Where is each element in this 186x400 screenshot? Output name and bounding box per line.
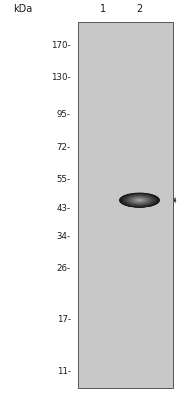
Text: 72-: 72- bbox=[57, 143, 71, 152]
Ellipse shape bbox=[129, 196, 150, 204]
Text: 26-: 26- bbox=[57, 264, 71, 273]
Ellipse shape bbox=[123, 194, 156, 206]
Ellipse shape bbox=[127, 196, 152, 205]
Text: 34-: 34- bbox=[57, 232, 71, 241]
Ellipse shape bbox=[135, 199, 144, 202]
Ellipse shape bbox=[137, 199, 142, 201]
Text: kDa: kDa bbox=[13, 4, 32, 14]
Ellipse shape bbox=[138, 200, 141, 201]
Ellipse shape bbox=[134, 198, 145, 202]
Text: 2: 2 bbox=[136, 4, 143, 14]
Text: 11-: 11- bbox=[57, 367, 71, 376]
Ellipse shape bbox=[132, 198, 147, 203]
Ellipse shape bbox=[135, 198, 144, 202]
Ellipse shape bbox=[122, 194, 157, 207]
Ellipse shape bbox=[137, 200, 142, 201]
Text: 17-: 17- bbox=[57, 315, 71, 324]
Ellipse shape bbox=[129, 196, 150, 204]
Ellipse shape bbox=[133, 198, 146, 202]
Ellipse shape bbox=[121, 193, 158, 207]
Ellipse shape bbox=[125, 195, 154, 206]
Ellipse shape bbox=[125, 195, 154, 206]
Ellipse shape bbox=[120, 193, 159, 208]
Ellipse shape bbox=[120, 193, 159, 207]
Ellipse shape bbox=[126, 195, 153, 205]
Text: 130-: 130- bbox=[51, 73, 71, 82]
Ellipse shape bbox=[133, 198, 146, 203]
Ellipse shape bbox=[126, 195, 153, 205]
Ellipse shape bbox=[137, 199, 142, 201]
Ellipse shape bbox=[136, 199, 143, 202]
Ellipse shape bbox=[134, 198, 145, 202]
Text: 55-: 55- bbox=[57, 175, 71, 184]
Bar bbox=[78, 22, 173, 388]
Ellipse shape bbox=[123, 194, 156, 206]
Ellipse shape bbox=[121, 194, 158, 207]
Text: 170-: 170- bbox=[51, 41, 71, 50]
Text: 1: 1 bbox=[100, 4, 106, 14]
Ellipse shape bbox=[122, 194, 157, 207]
Ellipse shape bbox=[131, 197, 148, 204]
Ellipse shape bbox=[124, 194, 155, 206]
Ellipse shape bbox=[131, 197, 148, 203]
Ellipse shape bbox=[130, 197, 149, 204]
Text: 95-: 95- bbox=[57, 110, 71, 119]
Ellipse shape bbox=[124, 194, 155, 206]
Ellipse shape bbox=[132, 197, 147, 203]
Ellipse shape bbox=[128, 196, 151, 204]
Ellipse shape bbox=[130, 197, 149, 204]
Ellipse shape bbox=[119, 193, 160, 208]
Text: 43-: 43- bbox=[57, 204, 71, 213]
Ellipse shape bbox=[128, 196, 151, 204]
Ellipse shape bbox=[127, 196, 152, 205]
